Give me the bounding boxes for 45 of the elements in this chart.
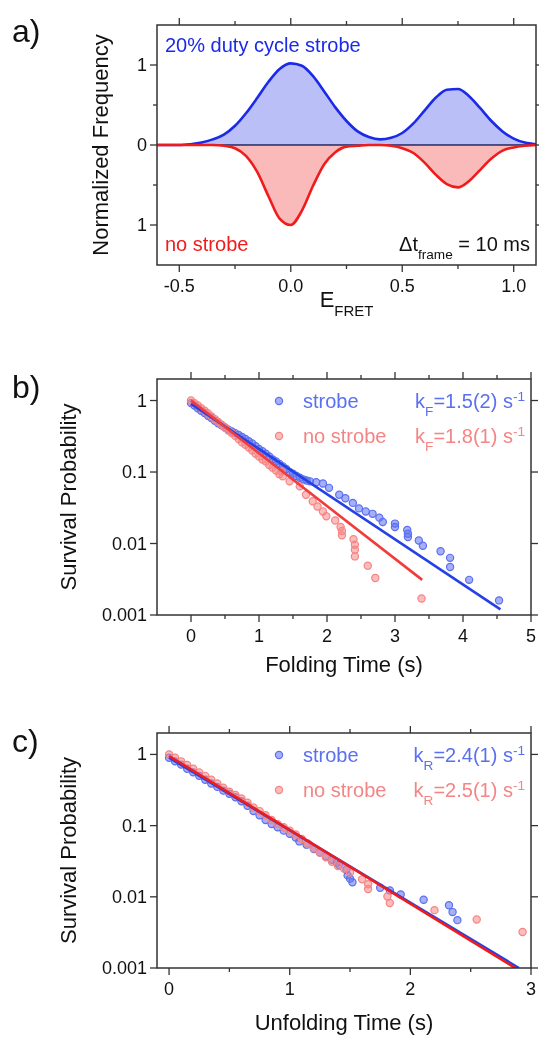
x-axis-title: Unfolding Time (s) [254,1010,434,1035]
y-tick-label: 1 [136,55,147,75]
legend-label: strobe [303,390,359,412]
chart-title: b) [12,369,41,405]
series-label: no strobe [165,233,249,255]
legend-label: strobe [303,744,359,766]
annotation: Δt$_{frame}$ = 10 ms [399,233,530,262]
annotation: k$_{F}$=1.8(1) s$^{-1}$ [415,423,525,454]
x-tick-label: 2 [405,979,416,999]
x-tick-label: 1 [253,626,265,646]
x-tick-label: -0.5 [163,276,195,296]
x-tick-label: 1 [284,979,295,999]
y-tick-label: 0.01 [111,886,147,907]
annotation: k$_{F}$=1.5(2) s$^{-1}$ [415,388,525,419]
y-axis-title: Survival Probability [56,403,81,591]
y-tick-label: 0.1 [121,462,147,483]
y-tick-label: 0.001 [101,605,147,625]
chart-title: a) [12,13,41,49]
x-tick-label: 3 [525,979,537,999]
y-tick-label: 0.001 [101,958,147,978]
x-tick-label: 0.5 [389,276,415,296]
y-axis-title: Survival Probability [56,756,81,945]
legend-label: no strobe [303,779,387,801]
x-axis-title: E$_{FRET}$ [319,287,374,319]
y-tick-label: 0 [136,135,147,155]
annotation: k$_{R}$=2.4(1) s$^{-1}$ [413,742,525,773]
x-tick-label: 0.0 [278,276,304,296]
y-tick-label: 1 [136,390,147,411]
y-tick-label: 0.01 [111,533,147,554]
annotation: k$_{R}$=2.5(1) s$^{-1}$ [413,777,525,808]
x-tick-label: 4 [457,626,469,646]
x-tick-label: 0 [185,626,197,646]
x-tick-label: 3 [389,626,401,646]
x-tick-label: 5 [525,626,537,646]
x-tick-label: 2 [321,626,333,646]
y-tick-label: 1 [136,744,147,765]
y-tick-label: 1 [136,215,147,235]
y-axis-title: Normalized Frequency [88,34,113,256]
chart-title: c) [12,723,39,759]
legend-label: no strobe [303,425,387,447]
series-label: 20% duty cycle strobe [165,34,361,56]
x-tick-label: 1.0 [501,276,527,296]
x-tick-label: 0 [164,979,175,999]
y-tick-label: 0.1 [121,815,147,836]
x-axis-title: Folding Time (s) [265,652,423,677]
